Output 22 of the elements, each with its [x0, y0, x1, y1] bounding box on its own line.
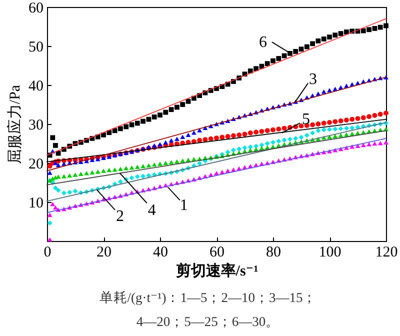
x-axis-title: 剪切速率/s⁻¹: [176, 262, 258, 280]
annotation: 5: [302, 110, 310, 128]
annotation: 3: [309, 71, 318, 88]
annotation: 1: [180, 197, 188, 214]
y-axis-title: 屈服应力/Pa: [6, 84, 24, 164]
x-tick-label: 60: [210, 244, 224, 260]
y-tick-label: 60: [28, 0, 44, 16]
x-tick-label: 40: [153, 244, 168, 260]
annotation: 6: [258, 34, 267, 52]
y-tick-label: 40: [28, 78, 44, 94]
y-tick-label: 30: [28, 118, 44, 134]
x-tick-label: 20: [96, 244, 112, 260]
y-tick-label: 50: [28, 40, 44, 56]
text: 单耗/(g·t⁻¹)：1—5；2—10；3—15；4—20；5—25；6—30。: [99, 290, 317, 329]
y-tick-label: 20: [28, 156, 44, 172]
x-tick-label: 100: [318, 244, 342, 260]
y-tick-label: 10: [28, 196, 44, 212]
x-tick-label: 80: [266, 244, 281, 260]
annotation: 2: [116, 208, 124, 225]
x-tick-label: 120: [375, 244, 398, 260]
x-tick-label: 0: [44, 244, 52, 260]
annotation: 4: [148, 202, 156, 220]
